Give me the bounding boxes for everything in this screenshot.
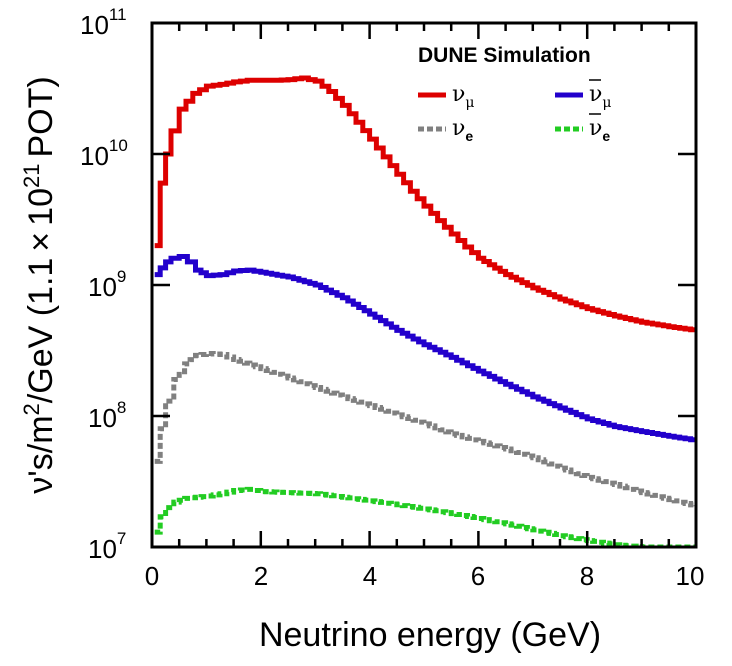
legend-entry-nuebar: νe — [555, 113, 610, 144]
x-tick-label: 10 — [676, 561, 705, 591]
x-tick-label: 0 — [145, 561, 159, 591]
y-tick-labels: 107 108 109 1010 1011 — [80, 5, 128, 564]
legend-entry-numubar: νμ — [555, 79, 611, 111]
series-layer — [154, 75, 696, 547]
x-tick-label: 2 — [254, 561, 268, 591]
legend-label: νμ — [589, 82, 611, 111]
y-tick-label: 108 — [88, 398, 126, 433]
legend-label: νe — [452, 116, 473, 144]
series-line-3 — [154, 486, 696, 547]
x-tick-label: 4 — [363, 561, 377, 591]
legend: DUNE Simulation νμ νμ νe νe — [418, 44, 611, 144]
plot-frame — [150, 21, 698, 549]
y-tick-label: 1010 — [80, 136, 128, 171]
legend-title: DUNE Simulation — [418, 44, 591, 67]
x-tick-labels: 0 2 4 6 8 10 — [145, 561, 705, 591]
series-line-0 — [154, 75, 696, 333]
y-tick-label: 109 — [88, 267, 126, 302]
y-tick-label: 107 — [88, 529, 126, 564]
x-axis-title: Neutrino energy (GeV) — [259, 616, 601, 654]
y-tick-label: 1011 — [80, 5, 127, 40]
x-tick-label: 6 — [471, 561, 485, 591]
series-line-2 — [154, 351, 696, 508]
legend-entry-numu: νμ — [418, 82, 474, 111]
series-line-1 — [154, 254, 696, 443]
legend-label: νe — [589, 116, 610, 144]
legend-label: νμ — [452, 82, 474, 111]
tick-layer — [150, 21, 698, 549]
y-axis-title: ν's/m2/GeV (1.1×1021POT) — [19, 76, 60, 493]
x-tick-label: 8 — [580, 561, 594, 591]
legend-entry-nue: νe — [418, 116, 473, 144]
